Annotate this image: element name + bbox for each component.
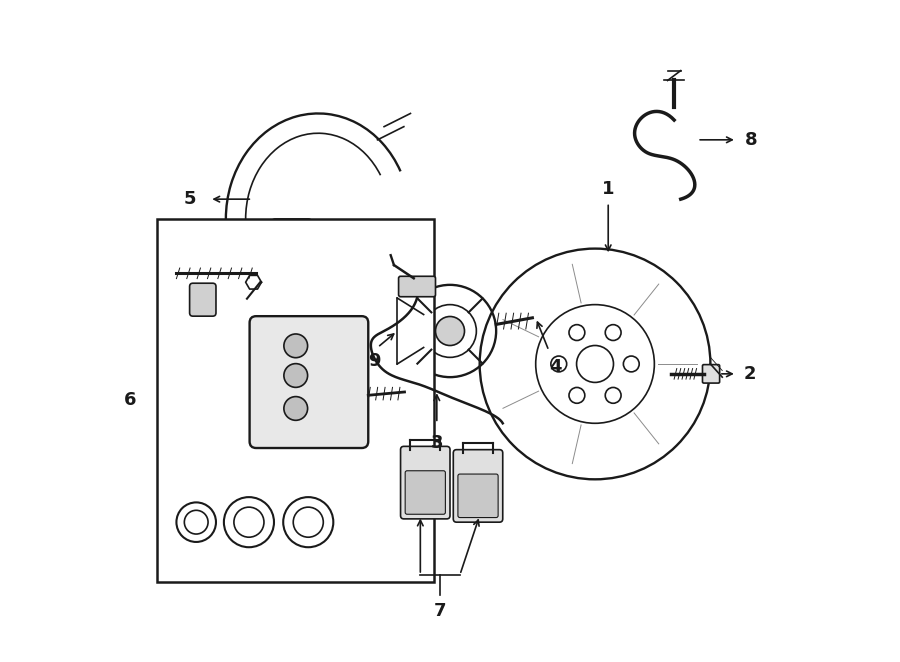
FancyBboxPatch shape <box>458 474 498 518</box>
FancyBboxPatch shape <box>157 219 434 581</box>
Text: 7: 7 <box>434 602 446 620</box>
Text: 6: 6 <box>124 391 137 409</box>
FancyBboxPatch shape <box>405 471 446 514</box>
Text: 9: 9 <box>368 352 381 369</box>
Circle shape <box>284 363 308 387</box>
Circle shape <box>284 334 308 357</box>
Text: 5: 5 <box>184 190 196 208</box>
Circle shape <box>436 316 464 346</box>
Text: 3: 3 <box>430 434 443 452</box>
FancyBboxPatch shape <box>249 316 368 448</box>
Circle shape <box>284 397 308 420</box>
FancyBboxPatch shape <box>399 276 436 297</box>
Text: 1: 1 <box>602 180 615 198</box>
Text: 8: 8 <box>745 131 758 149</box>
Text: 4: 4 <box>549 358 562 376</box>
Text: 2: 2 <box>743 365 756 383</box>
FancyBboxPatch shape <box>190 283 216 316</box>
FancyBboxPatch shape <box>272 219 311 258</box>
FancyBboxPatch shape <box>400 446 450 519</box>
FancyBboxPatch shape <box>703 365 720 383</box>
FancyBboxPatch shape <box>454 449 503 522</box>
